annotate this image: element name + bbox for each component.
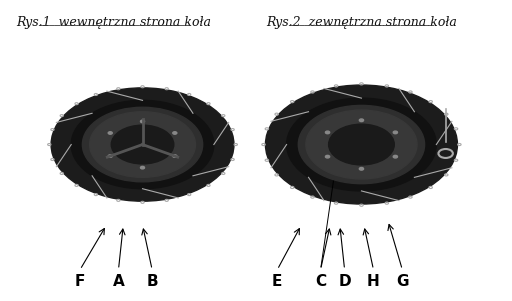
Text: E: E xyxy=(272,274,283,289)
Circle shape xyxy=(393,131,397,134)
Circle shape xyxy=(298,105,424,184)
Text: C: C xyxy=(315,274,326,289)
Text: A: A xyxy=(113,274,124,289)
Circle shape xyxy=(108,155,112,157)
Circle shape xyxy=(71,100,214,189)
Circle shape xyxy=(108,132,112,134)
Circle shape xyxy=(140,120,144,123)
Circle shape xyxy=(111,125,174,164)
Circle shape xyxy=(287,98,436,191)
Circle shape xyxy=(265,85,457,204)
Text: ___________________________: ___________________________ xyxy=(38,16,189,26)
Text: B: B xyxy=(146,274,158,289)
Circle shape xyxy=(326,155,330,158)
Text: D: D xyxy=(338,274,351,289)
Circle shape xyxy=(359,119,364,122)
Text: F: F xyxy=(75,274,85,289)
Circle shape xyxy=(173,132,177,134)
Text: __________________________: __________________________ xyxy=(288,16,435,26)
Circle shape xyxy=(329,124,394,165)
Circle shape xyxy=(326,131,330,134)
Text: Rys.2  zewnętrzna strona koła: Rys.2 zewnętrzna strona koła xyxy=(266,16,457,29)
Circle shape xyxy=(173,155,177,157)
Circle shape xyxy=(51,88,234,201)
Circle shape xyxy=(82,107,203,182)
Text: G: G xyxy=(396,274,409,289)
Circle shape xyxy=(393,155,397,158)
Circle shape xyxy=(306,110,417,179)
Text: H: H xyxy=(367,274,380,289)
Circle shape xyxy=(140,166,144,169)
Text: Rys.1  wewnętrzna strona koła: Rys.1 wewnętrzna strona koła xyxy=(16,16,211,29)
Circle shape xyxy=(90,112,196,177)
Circle shape xyxy=(359,167,364,170)
